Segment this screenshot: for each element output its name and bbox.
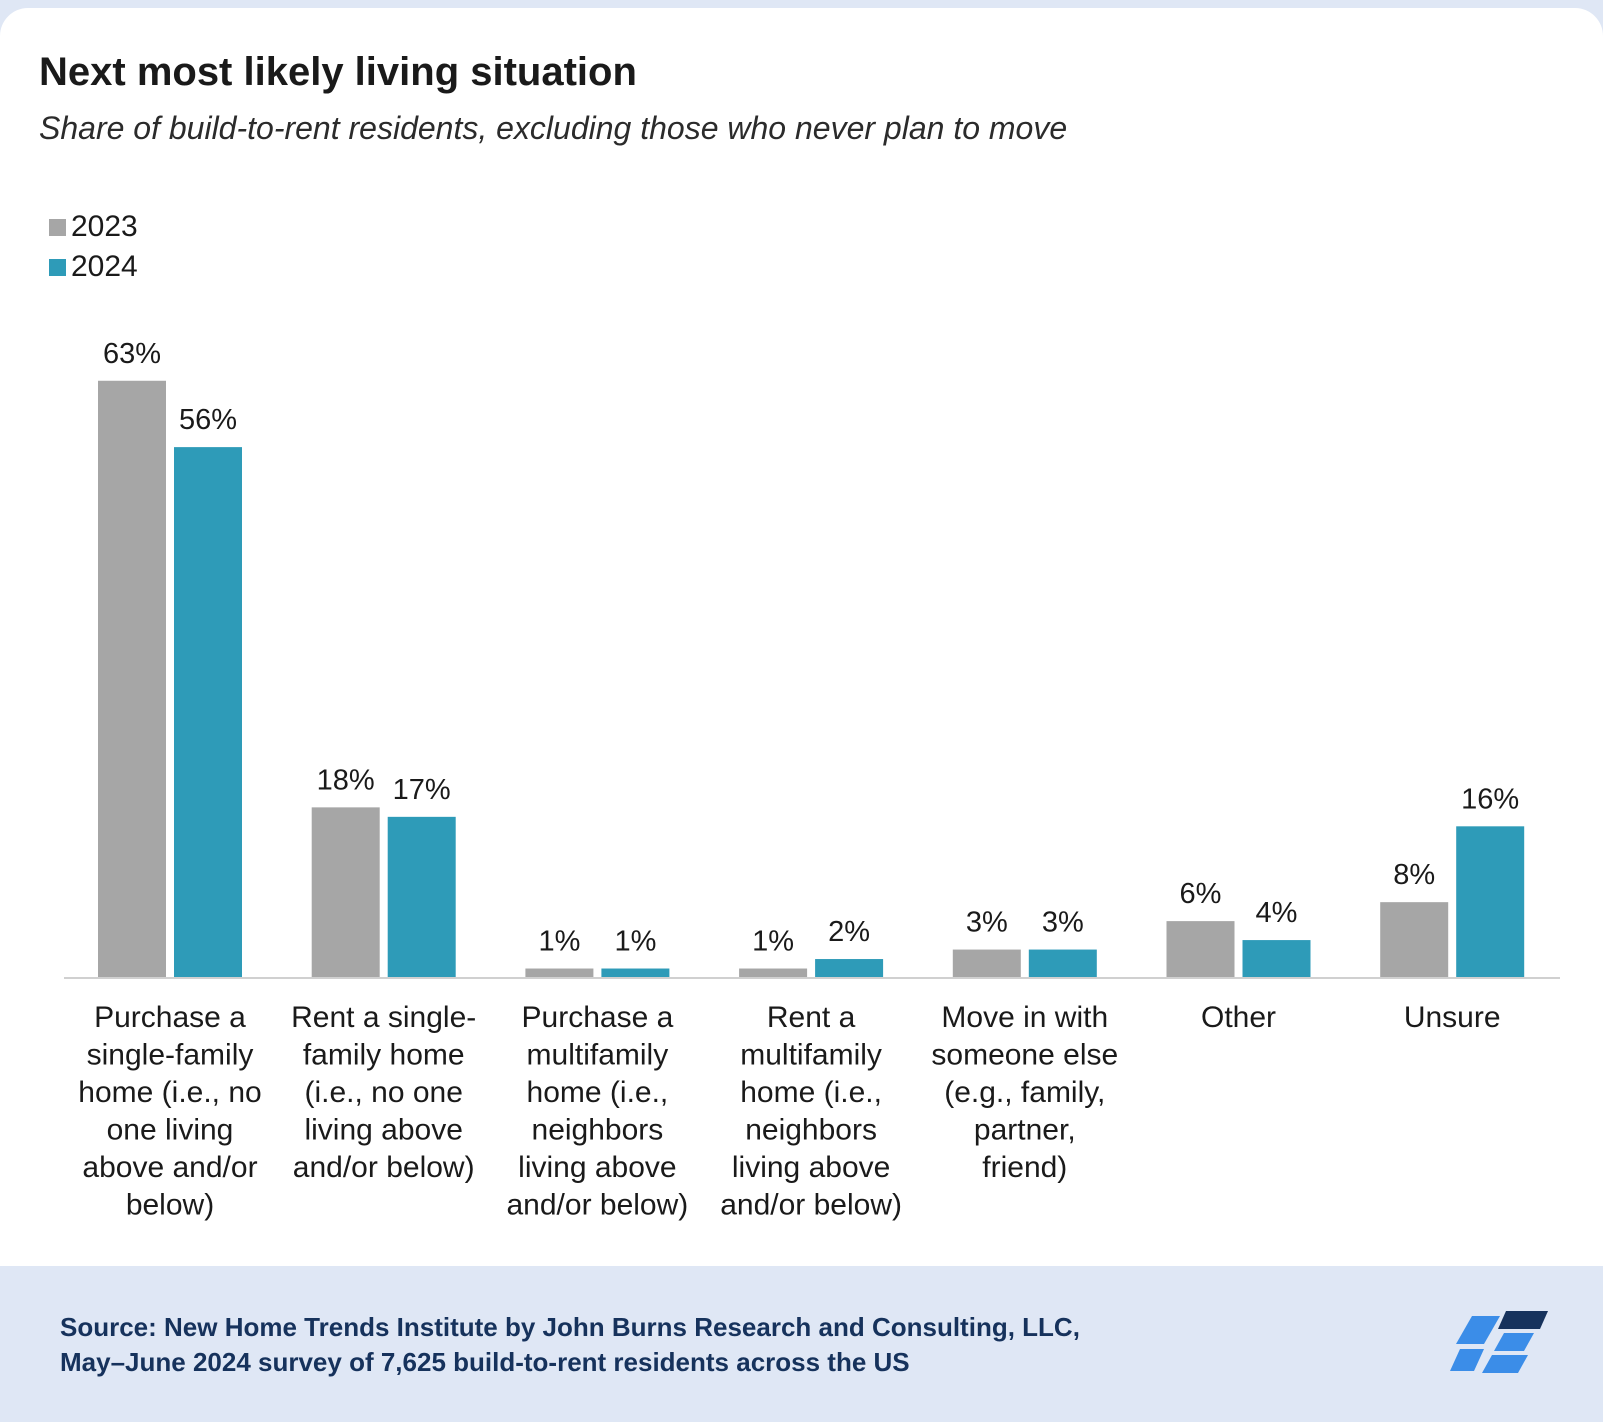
legend-item-2023: 2023	[49, 207, 138, 247]
bar-chart: 63% 56% Purchase a single-family home (i.e.,…	[64, 338, 1560, 1222]
bar-2023-1	[311, 807, 380, 978]
category-label-2: Purchase a multifamily home (i.e., neighbor…	[507, 1001, 689, 1222]
source-line-1: Source: New Home Trends Institute by Joh…	[60, 1312, 1080, 1342]
category-label-5: Other	[1201, 1001, 1276, 1034]
chart-title: Next most likely living situation	[39, 50, 637, 94]
source-line-2: May–June 2024 survey of 7,625 build-to-r…	[60, 1347, 910, 1377]
data-label-2024-5: 4%	[1256, 897, 1298, 929]
bar-2024-0	[174, 447, 242, 978]
bar-2023-0	[98, 380, 166, 978]
legend-item-2024: 2024	[49, 247, 138, 287]
bar-2023-5	[1166, 921, 1235, 978]
category-label-6: Unsure	[1404, 1001, 1501, 1034]
bar-2024-5	[1242, 940, 1311, 978]
legend-label-2023: 2023	[71, 210, 138, 243]
bar-2024-6	[1456, 826, 1525, 978]
bar-2024-4	[1028, 949, 1097, 978]
footer-band	[0, 1266, 1603, 1422]
bar-2024-3	[815, 959, 884, 978]
source-note: Source: New Home Trends Institute by Joh…	[60, 1310, 1080, 1380]
chart-card	[0, 8, 1603, 1422]
data-label-2023-2: 1%	[538, 926, 580, 958]
data-label-2024-4: 3%	[1042, 907, 1084, 939]
data-label-2024-0: 56%	[179, 404, 237, 436]
category-label-0: Purchase a single-family home (i.e., no one…	[78, 1001, 261, 1222]
data-label-2023-3: 1%	[752, 926, 794, 958]
data-label-2024-1: 17%	[393, 774, 451, 806]
bar-2023-3	[739, 968, 808, 978]
bar-2024-2	[601, 968, 670, 978]
data-label-2023-5: 6%	[1180, 878, 1222, 910]
bar-2024-1	[387, 816, 456, 978]
legend-swatch-2023	[49, 218, 66, 236]
bar-2023-6	[1380, 902, 1449, 978]
category-label-3: Rent a multifamily home (i.e., neighbors liv…	[720, 1001, 902, 1222]
data-label-2024-3: 2%	[828, 916, 870, 948]
data-label-2024-6: 16%	[1461, 783, 1519, 815]
data-label-2024-2: 1%	[614, 926, 656, 958]
data-label-2023-0: 63%	[103, 338, 161, 370]
category-label-1: Rent a single-family home (i.e., no one li…	[291, 1001, 476, 1184]
legend-swatch-2024	[49, 258, 66, 276]
chart-subtitle: Share of build-to-rent residents, exclud…	[39, 110, 1068, 146]
data-label-2023-1: 18%	[317, 764, 375, 796]
data-label-2023-4: 3%	[966, 907, 1008, 939]
jbrec-logo-icon	[1450, 1311, 1548, 1373]
data-label-2023-6: 8%	[1393, 859, 1435, 891]
bar-2023-2	[525, 968, 594, 978]
legend-label-2024: 2024	[71, 250, 138, 283]
bar-2023-4	[952, 949, 1021, 978]
chart-legend: 2023 2024	[49, 207, 138, 287]
category-label-4: Move in with someone else (e.g., family, pa…	[931, 1001, 1118, 1184]
